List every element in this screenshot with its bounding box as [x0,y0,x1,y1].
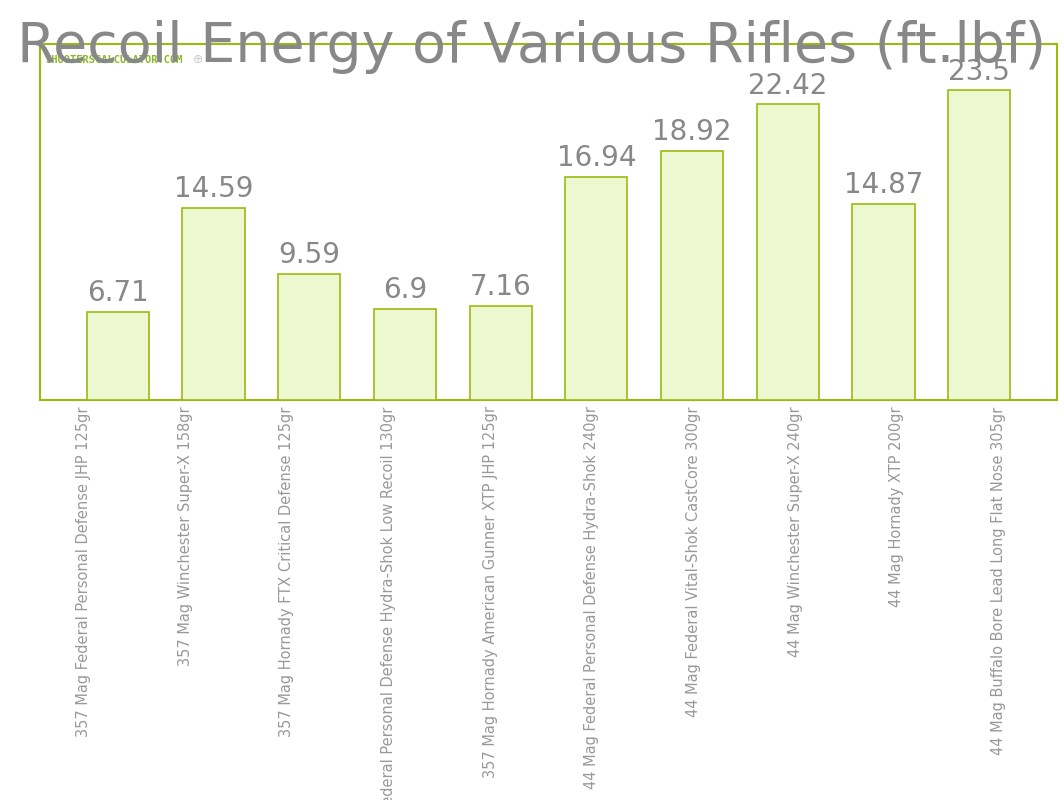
Text: 357 Mag Hornady American Gunner XTP JHP 125gr: 357 Mag Hornady American Gunner XTP JHP … [483,406,498,778]
Bar [661,150,724,400]
Bar [373,309,436,400]
Text: 18.92: 18.92 [652,118,732,146]
Text: 357 Mag Federal Personal Defense Hydra-Shok Low Recoil 130gr: 357 Mag Federal Personal Defense Hydra-S… [381,406,396,800]
Text: 14.59: 14.59 [173,175,253,203]
Text: 44 Mag Federal Personal Defense Hydra-Shok 240gr: 44 Mag Federal Personal Defense Hydra-Sh… [584,406,599,790]
Bar [757,104,819,400]
Bar [86,311,149,400]
Text: 7.16: 7.16 [469,273,532,301]
Text: 14.87: 14.87 [844,171,924,199]
Text: 6.9: 6.9 [383,277,427,305]
Bar [948,90,1011,400]
Text: 9.59: 9.59 [278,241,340,269]
Bar [852,204,915,400]
Text: 22.42: 22.42 [748,72,828,100]
Text: ⊕: ⊕ [193,53,203,66]
Text: 23.5: 23.5 [948,58,1010,86]
Text: 44 Mag Hornady XTP 200gr: 44 Mag Hornady XTP 200gr [890,406,904,607]
Text: 16.94: 16.94 [556,144,636,172]
Text: 357 Mag Federal Personal Defense JHP 125gr: 357 Mag Federal Personal Defense JHP 125… [77,406,92,737]
Text: 6.71: 6.71 [87,279,149,307]
Text: 44 Mag Winchester Super-X 240gr: 44 Mag Winchester Super-X 240gr [787,406,802,657]
Text: SHOOTERSCALCULATOR.COM: SHOOTERSCALCULATOR.COM [46,54,183,65]
Bar [469,306,532,400]
Bar [565,177,628,400]
Text: 44 Mag Buffalo Bore Lead Long Flat Nose 305gr: 44 Mag Buffalo Bore Lead Long Flat Nose … [991,406,1005,754]
Text: 44 Mag Federal Vital-Shok CastCore 300gr: 44 Mag Federal Vital-Shok CastCore 300gr [686,406,701,717]
Text: 357 Mag Winchester Super-X 158gr: 357 Mag Winchester Super-X 158gr [178,406,193,666]
Text: Recoil Energy of Various Rifles (ft.lbf): Recoil Energy of Various Rifles (ft.lbf) [17,20,1047,74]
Bar [278,274,340,400]
Bar [182,208,245,400]
Text: 357 Mag Hornady FTX Critical Defense 125gr: 357 Mag Hornady FTX Critical Defense 125… [280,406,295,737]
